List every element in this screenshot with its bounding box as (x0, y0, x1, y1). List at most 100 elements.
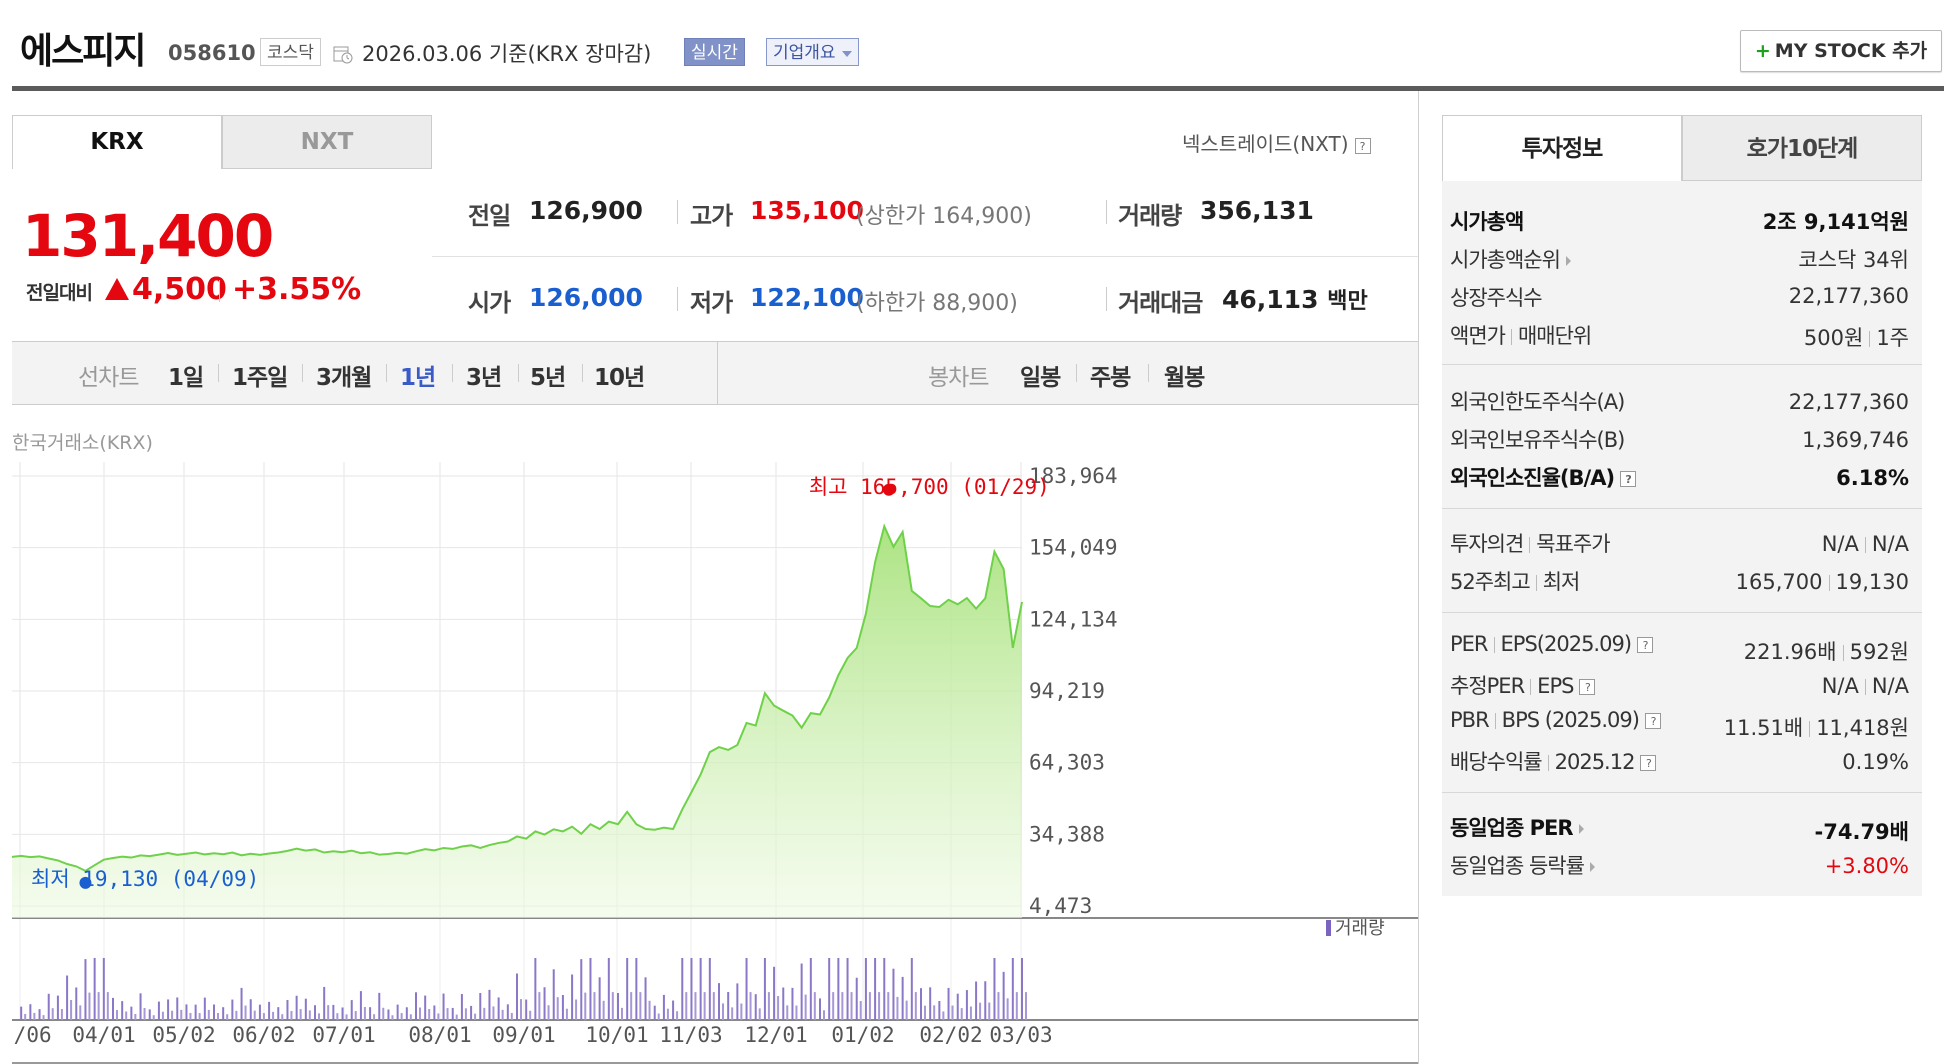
volume-bar (878, 992, 881, 1020)
sector-change-link[interactable]: 동일업종 등락률 (1450, 850, 1595, 880)
price-area (12, 526, 1022, 918)
help-icon[interactable]: ? (1579, 679, 1596, 695)
period-1d[interactable]: 1일 (168, 365, 204, 391)
company-overview-label: 기업개요 (773, 43, 836, 63)
tab-investment-info[interactable]: 투자정보 (1442, 115, 1682, 181)
investment-info-panel (1442, 181, 1922, 896)
chevron-right-icon (1578, 824, 1584, 834)
volume-bar (148, 1009, 151, 1020)
volume-bar (593, 992, 596, 1020)
volume-bar (855, 977, 858, 1020)
volume-bar (318, 1013, 320, 1020)
volume-bar (782, 987, 785, 1020)
chevron-right-icon (1589, 862, 1595, 872)
period-3m[interactable]: 3개월 (316, 365, 372, 391)
volume-bar (272, 1011, 275, 1020)
price-line (12, 523, 1023, 873)
help-icon[interactable]: ? (1620, 471, 1637, 487)
x-tick-label: 10/01 (585, 1023, 648, 1045)
candle-weekly[interactable]: 주봉 (1090, 365, 1131, 391)
per-value: 221.96배 (1743, 640, 1837, 664)
add-mystock-button[interactable]: + MY STOCK 추가 (1740, 30, 1942, 72)
volume-bar (947, 987, 950, 1020)
volume-bar (130, 1006, 133, 1020)
nxt-link[interactable]: 넥스트레이드(NXT)? (1182, 128, 1371, 157)
help-icon[interactable]: ? (1644, 713, 1661, 729)
volume-bar (258, 1004, 261, 1020)
eps-label: EPS(2025.09) (1500, 632, 1632, 656)
divider (1547, 755, 1549, 771)
amount-unit: 백만 (1327, 289, 1368, 314)
volume-bar (621, 1007, 623, 1020)
divider (1106, 200, 1107, 224)
period-1w[interactable]: 1주일 (232, 365, 288, 391)
divider (218, 364, 219, 382)
volume-bar (97, 992, 100, 1020)
foreign-hold-value: 1,369,746 (1802, 428, 1909, 452)
sector-per-link[interactable]: 동일업종 PER (1450, 812, 1584, 842)
market-cap-value: 2조 9,141억원 (1762, 210, 1909, 234)
help-icon[interactable]: ? (1354, 137, 1371, 154)
divider (1535, 575, 1537, 591)
volume-bar (993, 958, 996, 1020)
volume-bar (235, 1010, 238, 1020)
y-tick-label: 94,219 (1029, 679, 1105, 703)
market-cap-rank-link[interactable]: 시가총액순위 (1450, 244, 1571, 274)
opinion-value: N/A (1821, 532, 1859, 556)
volume-bar (134, 1013, 137, 1020)
period-1y[interactable]: 1년 (400, 365, 436, 391)
divider (432, 256, 1418, 257)
candle-daily[interactable]: 일봉 (1020, 365, 1061, 391)
tab-krx[interactable]: KRX (12, 115, 222, 169)
realtime-button[interactable]: 실시간 (684, 38, 745, 66)
price-chart[interactable]: 183,964 154,049 124,134 94,219 64,303 34,388 4… (12, 450, 1418, 1045)
foreign-hold-label: 외국인보유주식수(B) (1450, 428, 1625, 452)
volume-bar (409, 1014, 412, 1020)
help-icon[interactable]: ? (1637, 637, 1654, 653)
x-tick-label: 02/02 (919, 1023, 982, 1045)
y-tick-label: 64,303 (1029, 751, 1105, 775)
volume-bar (262, 1013, 265, 1020)
volume-bar (167, 999, 170, 1020)
divider (1442, 364, 1922, 365)
volume-bar (896, 996, 899, 1020)
period-5y[interactable]: 5년 (530, 365, 566, 391)
div-label: 배당수익률 (1450, 750, 1543, 774)
dividend-value: 0.19% (1842, 750, 1909, 774)
volume-bar (887, 992, 890, 1020)
volume-bar (396, 1004, 399, 1020)
volume-bar (501, 1009, 504, 1020)
period-10y[interactable]: 10년 (594, 365, 645, 391)
volume-bar (920, 988, 922, 1020)
divider (1530, 679, 1532, 695)
volume-bar (125, 1011, 128, 1020)
volume-bar (470, 1005, 473, 1020)
help-icon[interactable]: ? (1640, 755, 1657, 771)
volume-bar (451, 1007, 454, 1020)
volume-bar (60, 1009, 63, 1020)
candle-monthly[interactable]: 월봉 (1164, 365, 1205, 391)
high-annotation: 최고 165,700 (01/29) (809, 475, 1050, 499)
open-label: 시가 (468, 289, 511, 317)
volume-bar (773, 966, 776, 1020)
volume-bar (419, 1007, 421, 1020)
period-3y[interactable]: 3년 (466, 365, 502, 391)
tab-orderbook[interactable]: 호가10단계 (1682, 115, 1922, 181)
company-overview-dropdown[interactable]: 기업개요 (766, 38, 859, 66)
volume-bar (859, 1000, 862, 1020)
volume-bar (951, 1005, 954, 1020)
tab-nxt[interactable]: NXT (222, 115, 432, 169)
divider (1510, 329, 1512, 345)
par-unit-value: 500원 1주 (1804, 322, 1909, 352)
w52-low-value: 19,130 (1835, 570, 1909, 594)
par-value: 500원 (1803, 326, 1864, 350)
pbr-bps-value: 11.51배 11,418원 (1724, 712, 1909, 742)
divider (1148, 364, 1149, 382)
volume-bar (786, 1005, 789, 1020)
volume-bar (846, 958, 849, 1020)
volume-bar (538, 992, 541, 1020)
divider (677, 200, 678, 224)
volume-bar (405, 1007, 408, 1020)
x-tick-label: 11/03 (659, 1023, 722, 1045)
divider (1442, 612, 1922, 613)
